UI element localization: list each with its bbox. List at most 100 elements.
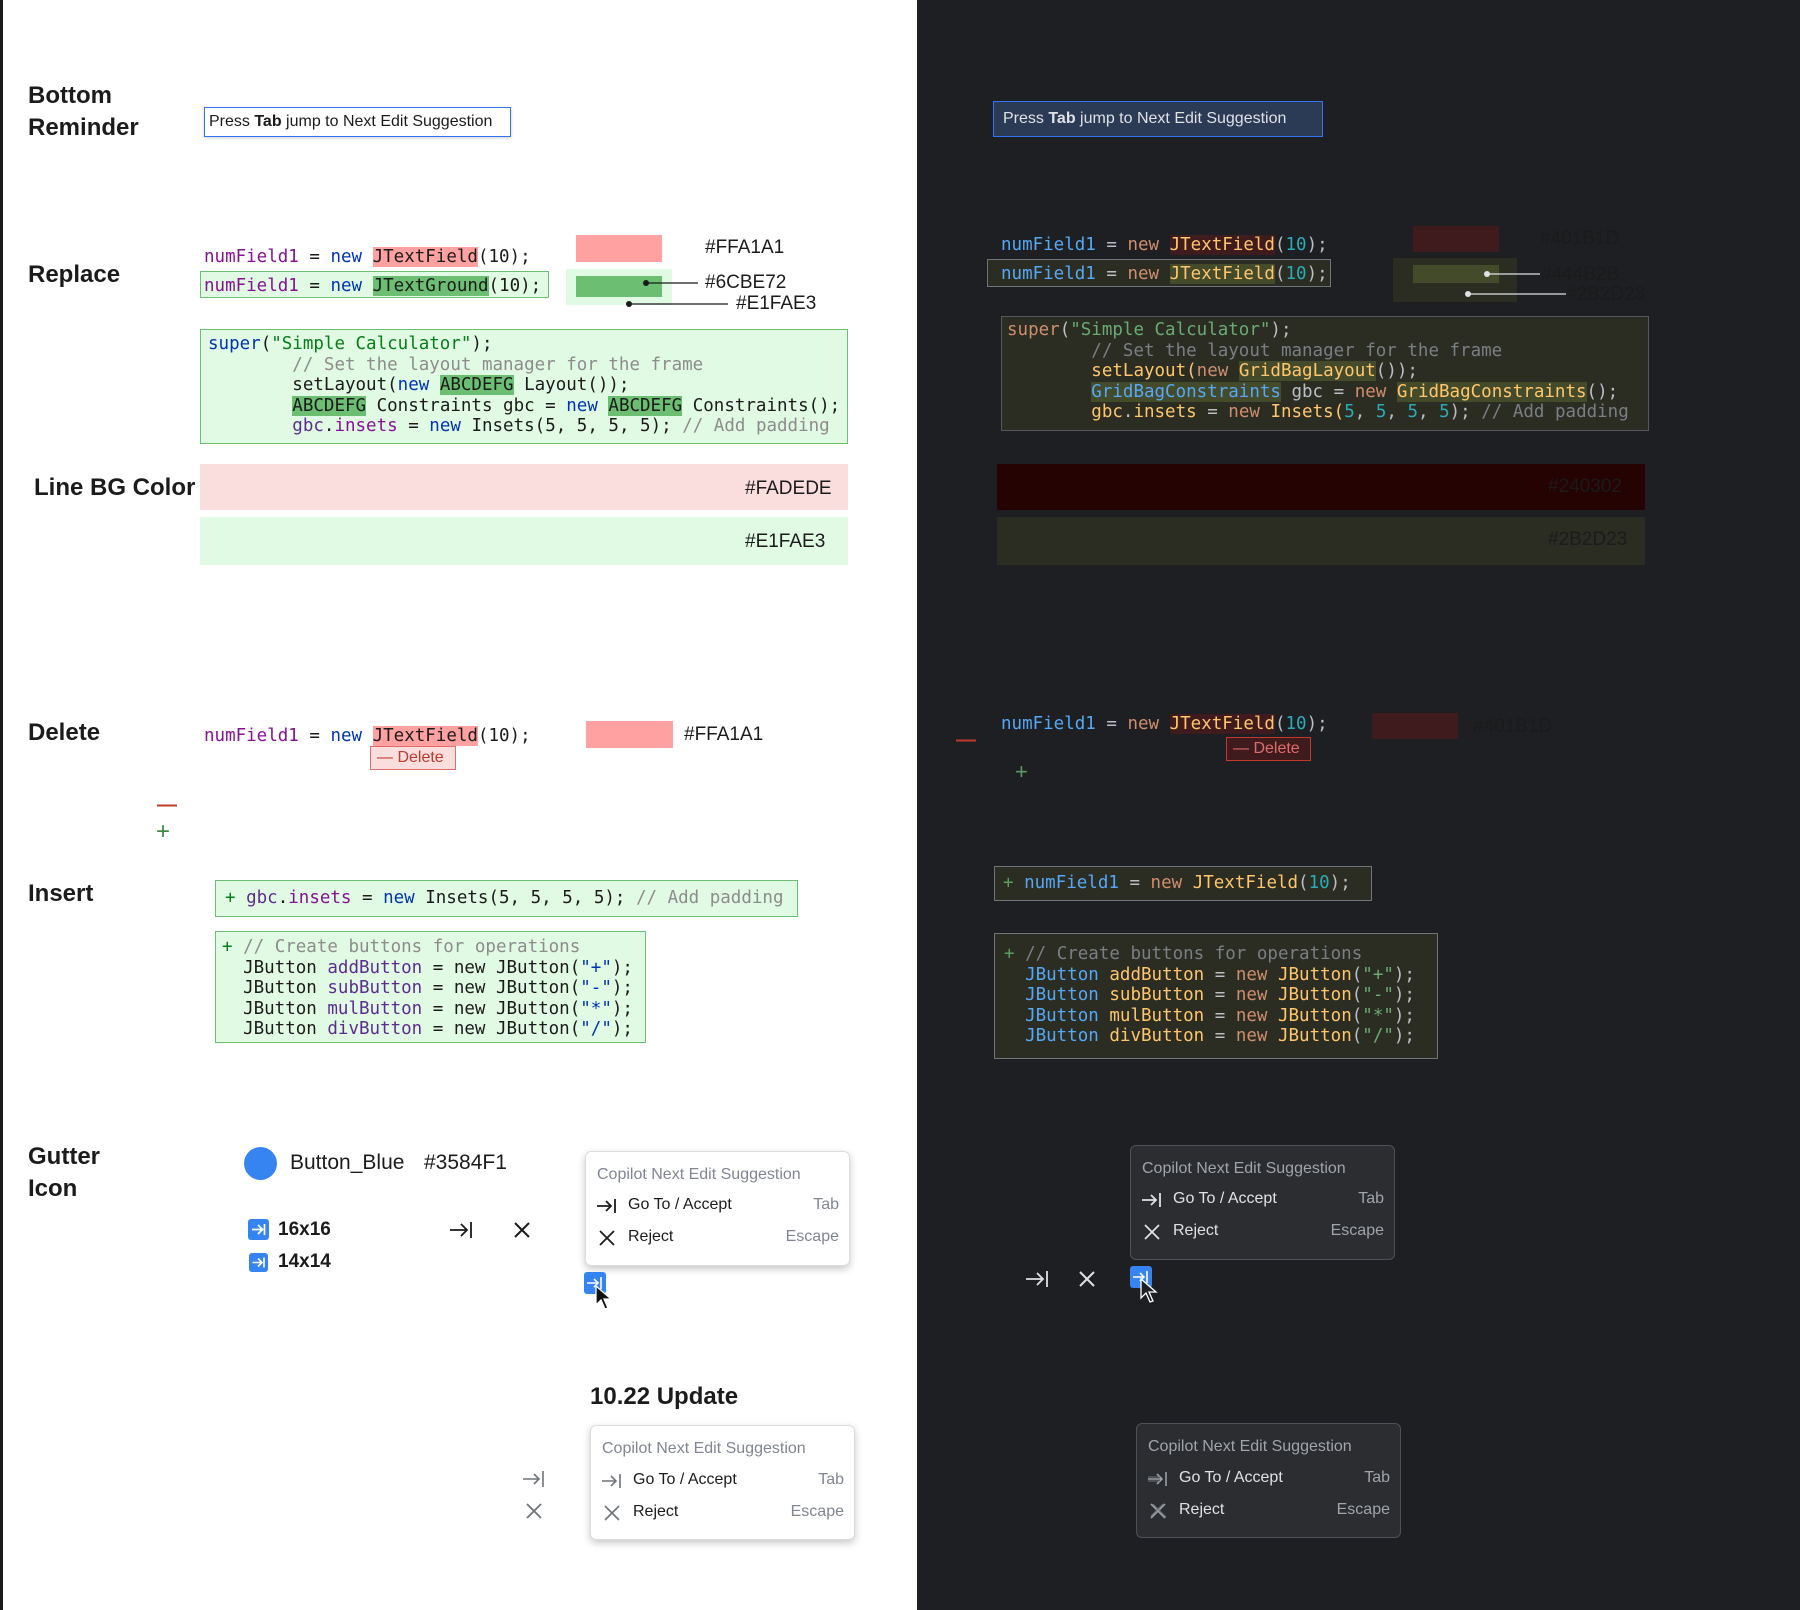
popup-accept-row[interactable]: Go To / Accept Tab xyxy=(1147,1467,1390,1491)
delete-badge-dark[interactable]: — Delete xyxy=(1226,737,1311,761)
reminder-post: jump to Next Edit Suggestion xyxy=(1075,110,1287,127)
popup-reject-label: Reject xyxy=(1179,1501,1225,1518)
go-to-icon[interactable] xyxy=(522,1469,546,1489)
light-panel xyxy=(0,0,917,1610)
insert-line-dark: + numField1 = new JTextField(10); xyxy=(1003,873,1351,893)
hex-green-dark: #444B2B xyxy=(1541,264,1620,285)
label-insert: Insert xyxy=(28,880,94,907)
insert-line-box-light xyxy=(215,880,798,917)
popup-accept-row[interactable]: Go To / Accept Tab xyxy=(1141,1188,1384,1212)
hex-line-green-light: #E1FAE3 xyxy=(745,531,826,552)
label-update: 10.22 Update xyxy=(590,1383,739,1410)
close-icon[interactable] xyxy=(525,1502,543,1520)
go-to-icon[interactable] xyxy=(1025,1268,1049,1290)
popup-title: Copilot Next Edit Suggestion xyxy=(602,1440,806,1457)
go-to-icon[interactable] xyxy=(449,1219,473,1241)
jump-icon-16[interactable] xyxy=(248,1219,269,1240)
update-popup-light: Copilot Next Edit Suggestion Go To / Acc… xyxy=(590,1425,855,1540)
replace-block-code-dark: super("Simple Calculator"); // Set the l… xyxy=(1007,320,1629,422)
popup-accept-label: Go To / Accept xyxy=(1179,1469,1283,1486)
close-icon[interactable] xyxy=(1077,1269,1097,1289)
replace-old-line-dark: numField1 = new JTextField(10); xyxy=(1001,235,1328,255)
hex-line-red-dark: #240302 xyxy=(1548,476,1622,497)
close-icon xyxy=(604,1505,620,1521)
swatch-red-light xyxy=(576,235,662,262)
delete-line-dark: numField1 = new JTextField(10); xyxy=(1001,714,1328,734)
gutter-minus-light: — xyxy=(157,794,177,816)
label-line-bg-color: Line BG Color xyxy=(34,474,196,501)
jump-icon-14[interactable] xyxy=(249,1253,268,1272)
go-to-icon xyxy=(1142,1193,1161,1207)
size-label-16: 16x16 xyxy=(278,1219,331,1240)
popup-accept-label: Go To / Accept xyxy=(1173,1190,1277,1207)
popup-title: Copilot Next Edit Suggestion xyxy=(597,1166,801,1183)
label-replace: Replace xyxy=(28,261,121,288)
swatch-red-dark xyxy=(1413,226,1499,252)
popup-reject-row[interactable]: Reject Escape xyxy=(1147,1499,1390,1523)
popup-reject-shortcut: Escape xyxy=(785,1228,839,1245)
popup-reject-label: Reject xyxy=(633,1503,679,1520)
hex-delete-dark: #401B1D xyxy=(1473,716,1553,737)
popup-accept-label: Go To / Accept xyxy=(628,1196,732,1213)
popup-accept-row[interactable]: Go To / Accept Tab xyxy=(596,1194,839,1218)
go-to-icon xyxy=(597,1199,616,1213)
insert-line-box-dark xyxy=(994,866,1372,901)
next-edit-popup-light: Copilot Next Edit Suggestion Go To / Acc… xyxy=(585,1151,850,1266)
reminder-key: Tab xyxy=(254,113,282,130)
popup-accept-shortcut: Tab xyxy=(1364,1469,1390,1486)
hex-greenbg-light: #E1FAE3 xyxy=(736,293,817,314)
hex-red-light: #FFA1A1 xyxy=(705,237,785,258)
button-blue-swatch xyxy=(244,1147,277,1180)
close-icon[interactable] xyxy=(512,1220,532,1240)
size-label-14: 14x14 xyxy=(278,1251,331,1272)
insert-block-light: + // Create buttons for operations JButt… xyxy=(222,937,633,1039)
popup-accept-label: Go To / Accept xyxy=(633,1471,737,1488)
replace-new-line-light: numField1 = new JTextGround(10); xyxy=(204,276,542,296)
swatch-delete-light xyxy=(586,721,673,748)
popup-reject-label: Reject xyxy=(1173,1222,1219,1239)
reminder-post: jump to Next Edit Suggestion xyxy=(281,113,493,130)
gutter-button-hover-light[interactable] xyxy=(584,1272,614,1312)
replace-block-light xyxy=(200,329,848,444)
close-icon xyxy=(1144,1224,1160,1240)
insert-line-light: + gbc.insets = new Insets(5, 5, 5, 5); /… xyxy=(225,888,784,908)
swatch-delete-dark xyxy=(1372,713,1458,739)
insert-block-box-light xyxy=(215,931,646,1043)
popup-reject-row[interactable]: Reject Escape xyxy=(601,1501,844,1525)
delete-badge-light[interactable]: — Delete xyxy=(370,746,456,770)
replace-new-line-dark: numField1 = new JTextField(10); xyxy=(1001,264,1328,284)
go-to-icon xyxy=(602,1474,621,1488)
hex-red-dark: #401B1D xyxy=(1540,228,1620,249)
left-edge xyxy=(0,0,3,1610)
go-to-icon xyxy=(1148,1472,1167,1486)
swatch-green-light xyxy=(576,276,662,297)
reminder-pre: Press xyxy=(209,113,255,130)
popup-reject-row[interactable]: Reject Escape xyxy=(1141,1220,1384,1244)
popup-reject-label: Reject xyxy=(628,1228,674,1245)
swatch-callout-lines-dark xyxy=(1465,271,1566,297)
hex-line-red-light: #FADEDE xyxy=(745,478,832,499)
popup-accept-shortcut: Tab xyxy=(1358,1190,1384,1207)
hex-line-green-dark: #2B2D23 xyxy=(1548,529,1628,550)
popup-reject-row[interactable]: Reject Escape xyxy=(596,1226,839,1250)
popup-accept-shortcut: Tab xyxy=(813,1196,839,1213)
gutter-plus-light: + xyxy=(156,818,171,845)
next-edit-popup-dark: Copilot Next Edit Suggestion Go To / Acc… xyxy=(1130,1145,1395,1260)
popup-accept-row[interactable]: Go To / Accept Tab xyxy=(601,1469,844,1493)
hex-greenbg-dark: #2B2D23 xyxy=(1566,284,1646,305)
reminder-banner-dark: Press Tab jump to Next Edit Suggestion xyxy=(993,101,1323,137)
popup-accept-shortcut: Tab xyxy=(818,1471,844,1488)
reminder-pre: Press xyxy=(1003,110,1049,127)
hex-green-light: #6CBE72 xyxy=(705,272,787,293)
line-bg-red-dark xyxy=(997,464,1645,510)
popup-title: Copilot Next Edit Suggestion xyxy=(1148,1438,1352,1455)
update-popup-dark: Copilot Next Edit Suggestion Go To / Acc… xyxy=(1136,1423,1401,1538)
gutter-button-hover-dark[interactable] xyxy=(1130,1266,1160,1306)
button-blue-name: Button_Blue xyxy=(290,1151,405,1174)
reminder-key: Tab xyxy=(1048,110,1076,127)
label-bottom-reminder: Bottom Reminder xyxy=(28,82,139,141)
popup-reject-shortcut: Escape xyxy=(1336,1501,1390,1518)
insert-block-box-dark xyxy=(994,933,1438,1059)
popup-reject-shortcut: Escape xyxy=(790,1503,844,1520)
label-gutter-icon: Gutter Icon xyxy=(28,1143,100,1202)
